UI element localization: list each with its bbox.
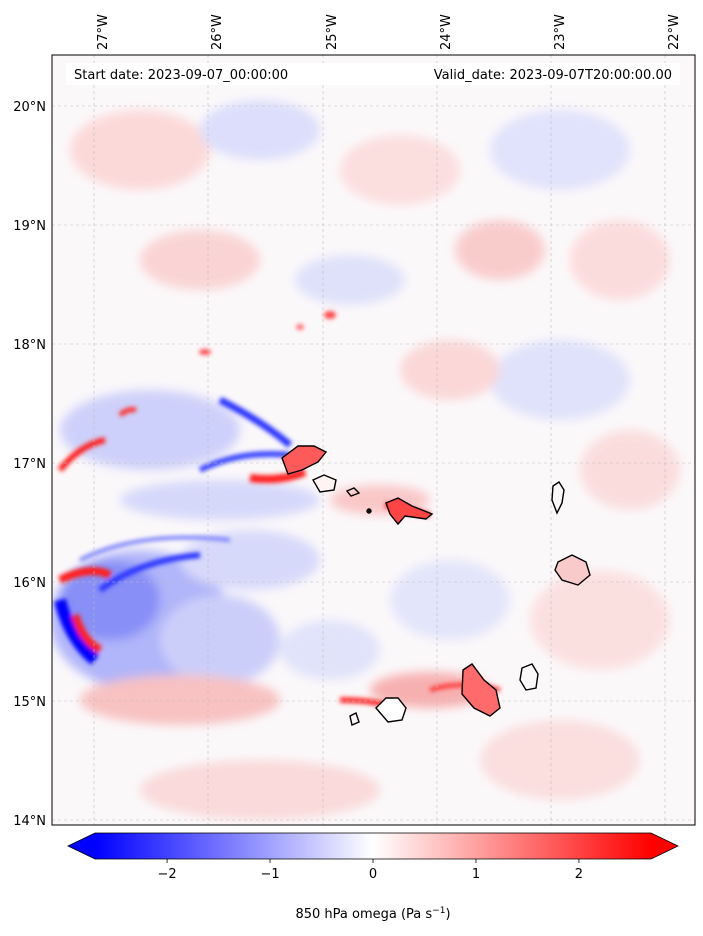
colorbar-ticks: −2 −1 0 1 2 [157, 859, 583, 882]
colorbar-label: 850 hPa omega (Pa s−1) [295, 906, 450, 922]
island-fogo [375, 697, 407, 723]
colorbar-outline [67, 832, 679, 860]
coastlines [281, 445, 591, 726]
island-maio [519, 663, 539, 691]
gridlines [52, 55, 695, 825]
lat-tick-label: 15°N [13, 695, 46, 710]
lat-tick-label: 16°N [13, 576, 46, 591]
map-frame [51, 54, 696, 826]
colorbar-tick-label: 2 [575, 867, 583, 882]
map-panel: Start date: 2023-09-07_00:00:00 Valid_da… [51, 54, 696, 826]
colorbar-tick-label: 1 [472, 867, 480, 882]
lat-tick-label: 14°N [13, 814, 46, 829]
colorbar-tick-label: 0 [369, 867, 377, 882]
island-sao-nicolau [385, 497, 434, 526]
lon-tick-label: 25°W [325, 14, 340, 50]
colorbar-extend-min [68, 833, 95, 859]
lon-tick-label: 23°W [553, 14, 568, 50]
omega-field [52, 100, 680, 820]
lat-tick-label: 20°N [13, 100, 46, 115]
colorbar: −2 −1 0 1 2 850 hPa omega (Pa s−1) [67, 832, 679, 922]
island-santo-antao [281, 445, 328, 475]
colorbar-label-exponent: −1 [432, 906, 445, 916]
lon-tick-label: 27°W [96, 14, 111, 50]
colorbar-body [95, 833, 651, 859]
lon-tick-labels: 27°W 26°W 25°W 24°W 23°W 22°W [96, 14, 682, 50]
lat-tick-label: 19°N [13, 219, 46, 234]
colorbar-extend-max [651, 833, 678, 859]
lat-tick-labels: 20°N 19°N 18°N 17°N 16°N 15°N 14°N [13, 100, 46, 829]
island-sao-vicente [312, 474, 337, 493]
colorbar-tick-label: −1 [260, 867, 279, 882]
colorbar-label-close: ) [445, 907, 450, 922]
start-date-text: Start date: 2023-09-07_00:00:00 [74, 68, 288, 83]
island-sal [551, 481, 565, 515]
island-santiago [461, 663, 501, 717]
lon-tick-label: 26°W [210, 14, 225, 50]
island-brava [349, 712, 360, 726]
lon-tick-label: 24°W [439, 14, 454, 50]
colorbar-label-main: 850 hPa omega (Pa s [295, 907, 432, 922]
lon-tick-label: 22°W [667, 14, 682, 50]
header-band [66, 63, 680, 85]
valid-date-text: Valid_date: 2023-09-07T20:00:00.00 [434, 68, 672, 83]
colorbar-tick-label: −2 [157, 867, 176, 882]
lat-tick-label: 18°N [13, 338, 46, 353]
island-santa-luzia [345, 487, 361, 497]
lat-tick-label: 17°N [13, 457, 46, 472]
island-boa-vista [554, 554, 591, 586]
